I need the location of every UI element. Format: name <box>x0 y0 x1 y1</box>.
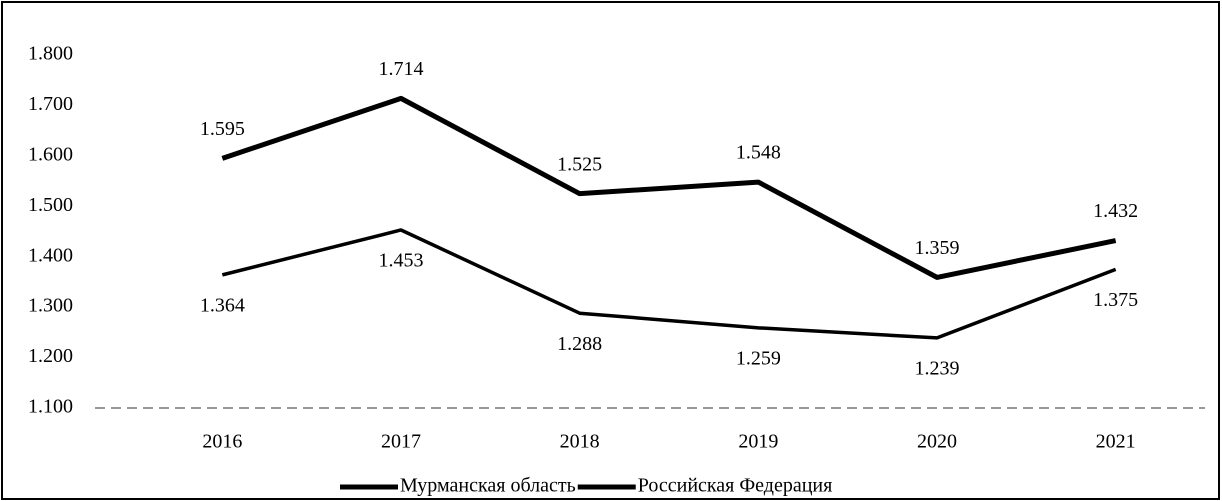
data-label: 1.288 <box>557 333 602 355</box>
x-tick-label: 2018 <box>560 431 600 453</box>
y-tick-label: 1.400 <box>28 244 73 266</box>
data-label: 1.453 <box>379 250 424 272</box>
data-label: 1.525 <box>557 153 602 175</box>
x-tick-label: 2020 <box>917 431 957 453</box>
data-label: 1.259 <box>736 347 781 369</box>
series-line <box>221 95 1117 280</box>
data-label: 1.432 <box>1093 200 1138 222</box>
data-label: 1.375 <box>1093 289 1138 311</box>
y-tick-label: 1.800 <box>28 43 73 65</box>
legend-label: Мурманская область <box>400 475 576 497</box>
data-label: 1.595 <box>200 118 245 140</box>
legend-label: Российская Федерация <box>638 475 833 497</box>
y-tick-label: 1.600 <box>28 143 73 165</box>
y-tick-label: 1.200 <box>28 345 73 367</box>
y-tick-label: 1.500 <box>28 194 73 216</box>
y-tick-label: 1.700 <box>28 93 73 115</box>
y-tick-label: 1.100 <box>28 396 73 418</box>
y-tick-label: 1.300 <box>28 295 73 317</box>
x-tick-label: 2021 <box>1096 431 1136 453</box>
x-tick-label: 2019 <box>738 431 778 453</box>
data-label: 1.364 <box>200 294 245 316</box>
x-tick-label: 2017 <box>381 431 421 453</box>
series-line <box>221 228 1117 340</box>
x-tick-label: 2016 <box>202 431 242 453</box>
data-label: 1.359 <box>915 237 960 259</box>
data-label: 1.239 <box>915 357 960 379</box>
data-label: 1.714 <box>379 58 424 80</box>
data-label: 1.548 <box>736 142 781 164</box>
